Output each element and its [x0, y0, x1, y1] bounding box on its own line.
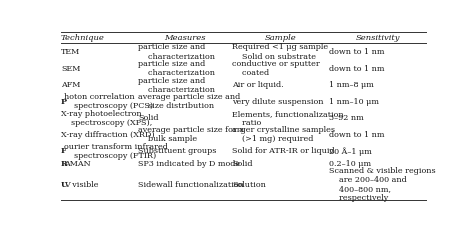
Text: particle size and
    characterization: particle size and characterization	[138, 76, 215, 93]
Text: Substituent groups: Substituent groups	[138, 147, 217, 155]
Text: 3–92 nm: 3–92 nm	[329, 114, 364, 122]
Text: average particle size for a
    bulk sample: average particle size for a bulk sample	[138, 126, 244, 143]
Text: very dilute suspension: very dilute suspension	[232, 97, 323, 105]
Text: Air or liquid.: Air or liquid.	[232, 81, 283, 89]
Text: R: R	[61, 159, 68, 167]
Text: TEM: TEM	[61, 48, 80, 56]
Text: down to 1 nm: down to 1 nm	[329, 64, 385, 72]
Text: Sidewall functionalization: Sidewall functionalization	[138, 180, 244, 188]
Text: P: P	[61, 97, 67, 105]
Text: 1 nm–10 μm: 1 nm–10 μm	[329, 97, 379, 105]
Text: U: U	[61, 180, 68, 188]
Text: AFM: AFM	[61, 81, 81, 89]
Text: particle size and
    characterization: particle size and characterization	[138, 43, 215, 60]
Text: down to 1 nm: down to 1 nm	[329, 130, 385, 138]
Text: particle size and
    characterization: particle size and characterization	[138, 60, 215, 77]
Text: Measures: Measures	[164, 34, 206, 42]
Text: down to 1 nm: down to 1 nm	[329, 48, 385, 56]
Text: Solid: Solid	[232, 159, 252, 167]
Text: Sample: Sample	[264, 34, 296, 42]
Text: arger crystalline samples
    (>1 mg) required: arger crystalline samples (>1 mg) requir…	[232, 126, 335, 143]
Text: average particle size and
    size distribution: average particle size and size distribut…	[138, 93, 240, 110]
Text: SP3 indicated by D mode: SP3 indicated by D mode	[138, 159, 240, 167]
Text: X-ray diffraction (XRD): X-ray diffraction (XRD)	[61, 130, 155, 138]
Text: ourier transform infrared
    spectroscopy (FTIR): ourier transform infrared spectroscopy (…	[64, 142, 168, 159]
Text: Elements, functionalization
    ratio: Elements, functionalization ratio	[232, 109, 344, 126]
Text: Scanned & visible regions
    are 200–400 and
    400–800 nm,
    respectively: Scanned & visible regions are 200–400 an…	[329, 166, 436, 202]
Text: 0.2–10 μm: 0.2–10 μm	[329, 159, 371, 167]
Text: X-ray photoelectron
    spectroscopy (XPS),: X-ray photoelectron spectroscopy (XPS),	[61, 109, 152, 126]
Text: hoton correlation
    spectroscopy (PCS): hoton correlation spectroscopy (PCS)	[64, 93, 154, 110]
Text: Solution: Solution	[232, 180, 266, 188]
Text: Required <1 μg sample
    Solid on substrate: Required <1 μg sample Solid on substrate	[232, 43, 328, 60]
Text: SEM: SEM	[61, 64, 81, 72]
Text: F: F	[61, 147, 67, 155]
Text: Sensitivity: Sensitivity	[356, 34, 401, 42]
Text: Technique: Technique	[61, 34, 105, 42]
Text: Solid for ATR-IR or liquid: Solid for ATR-IR or liquid	[232, 147, 335, 155]
Text: conductive or sputter
    coated: conductive or sputter coated	[232, 60, 319, 77]
Text: 20 Å–1 μm: 20 Å–1 μm	[329, 146, 372, 155]
Text: AMAN: AMAN	[64, 159, 91, 167]
Text: Solid: Solid	[138, 114, 159, 122]
Text: 1 nm–8 μm: 1 nm–8 μm	[329, 81, 374, 89]
Text: V visible: V visible	[64, 180, 99, 188]
